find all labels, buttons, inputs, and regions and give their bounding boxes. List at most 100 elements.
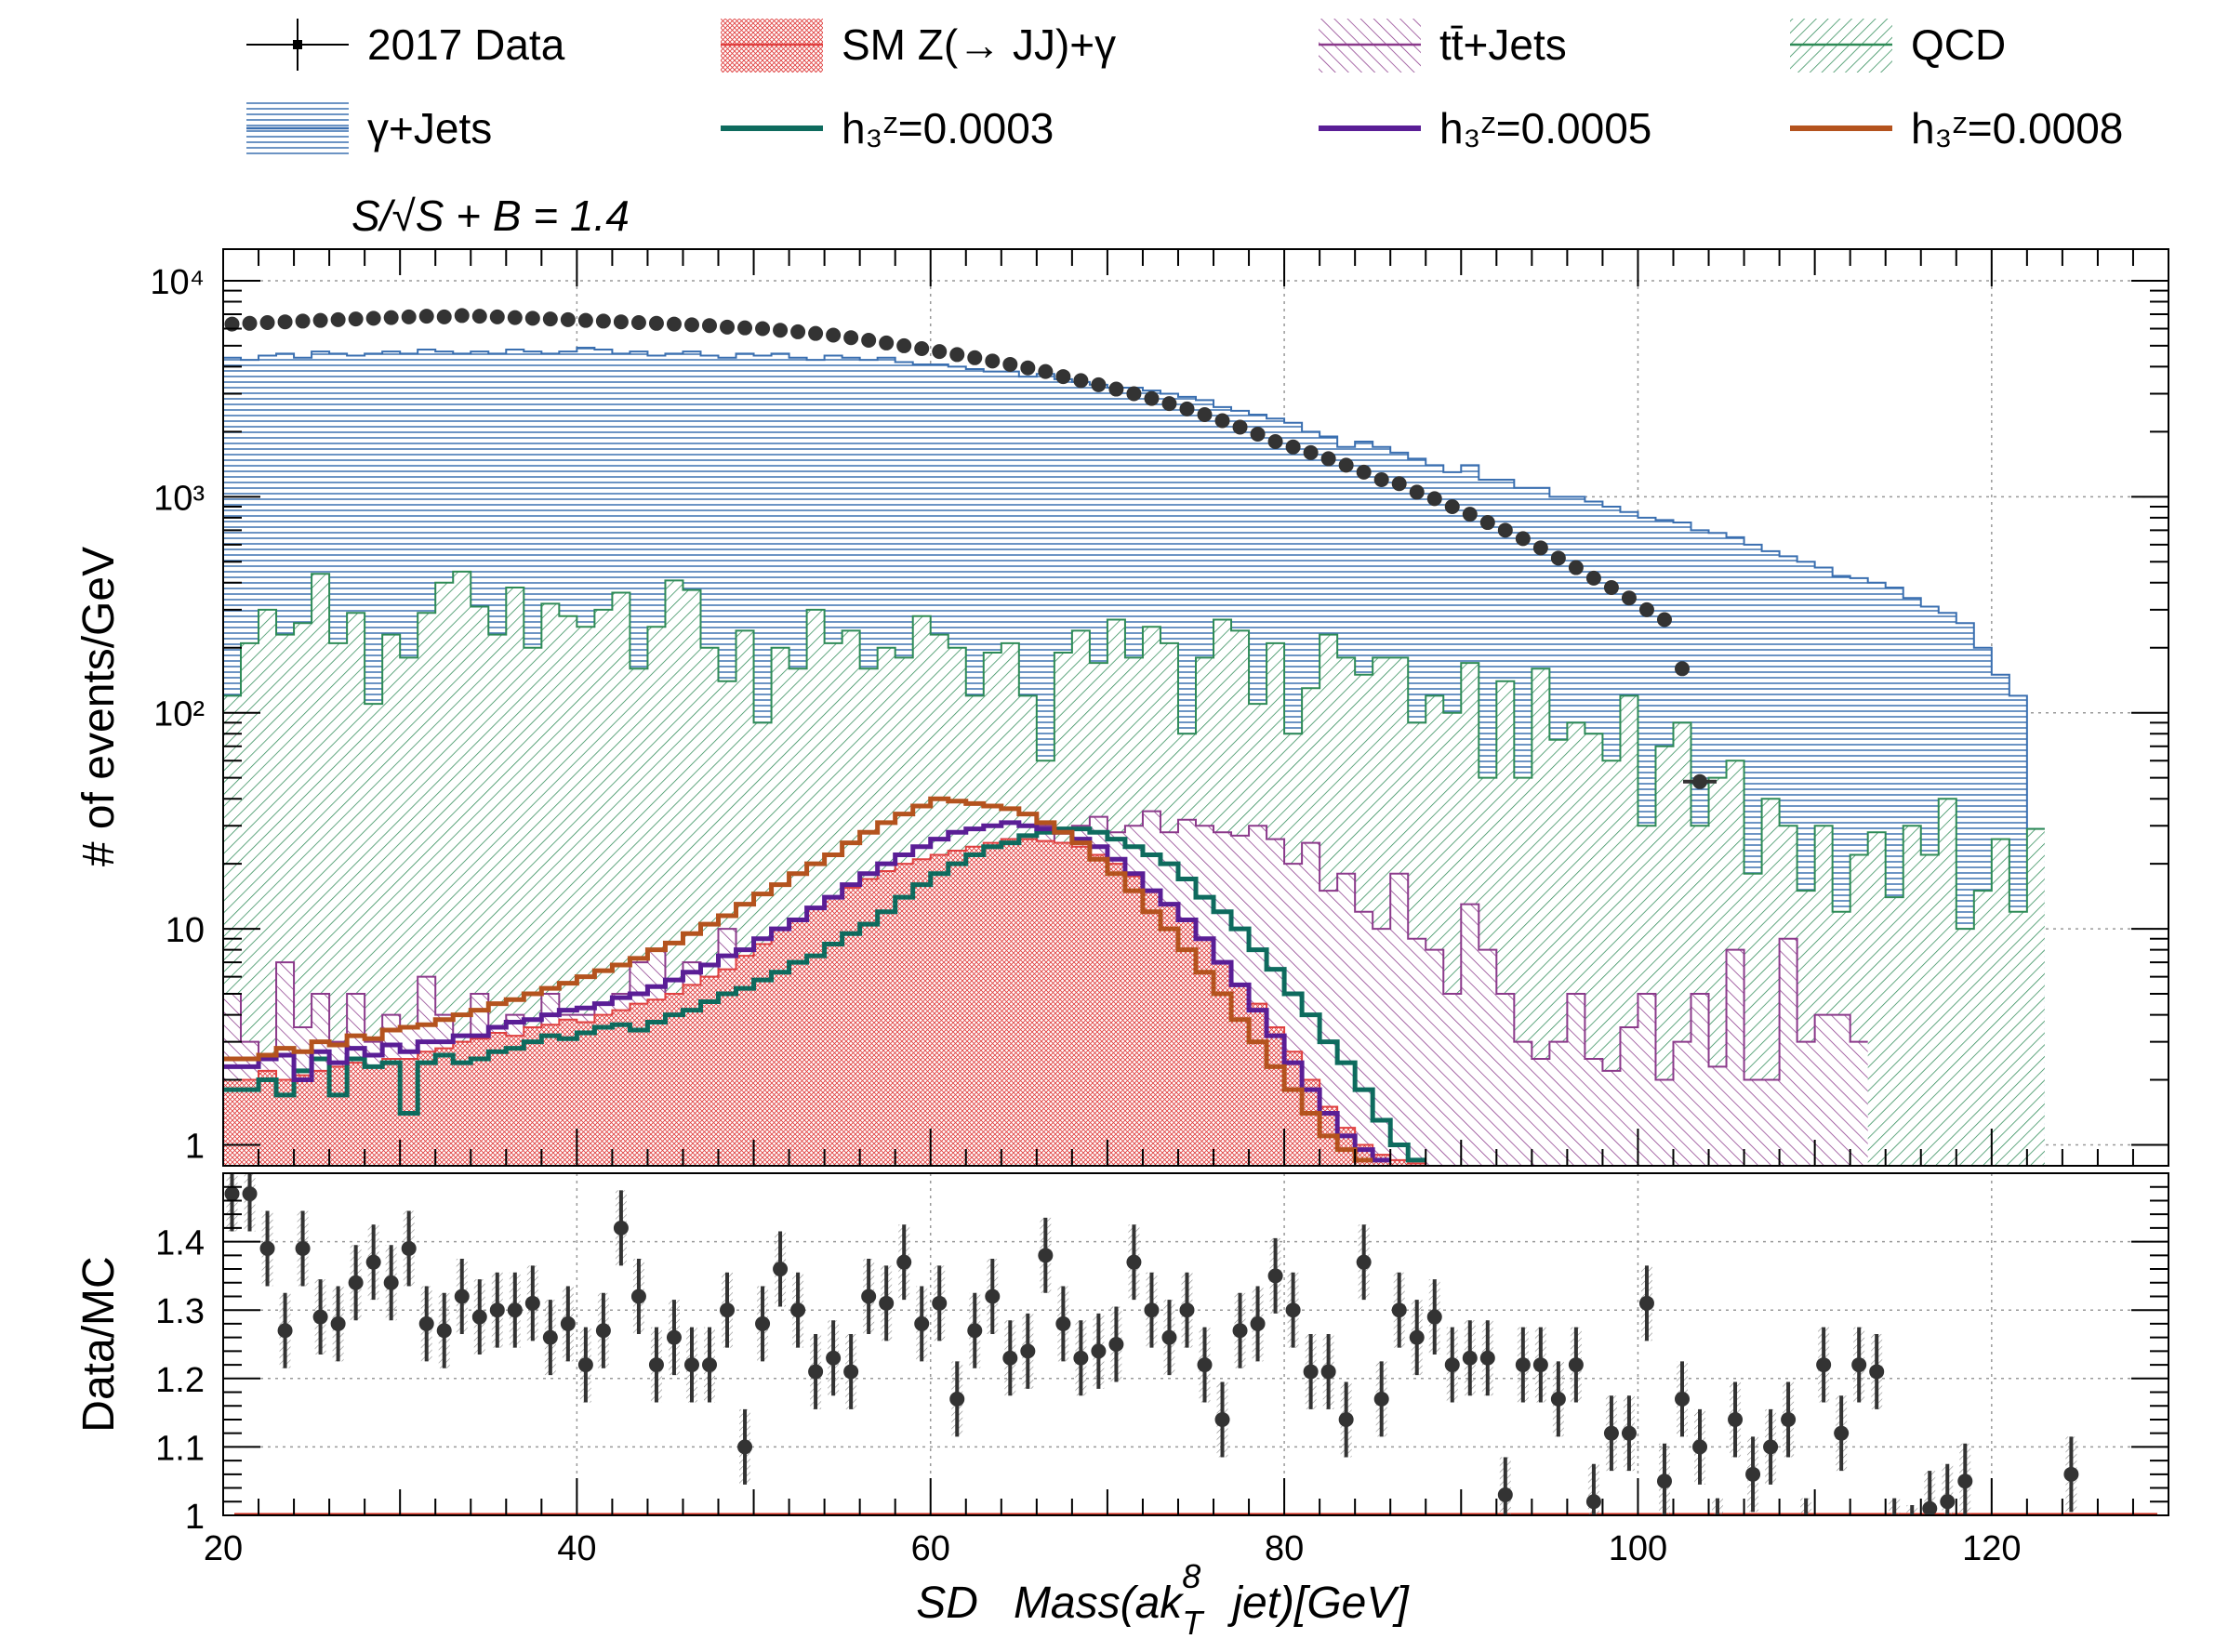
data-point — [242, 315, 258, 331]
data-point — [436, 309, 452, 324]
significance-annotation: S/√S + B = 1.4 — [351, 192, 630, 240]
ratio-marker — [1763, 1439, 1779, 1455]
data-point — [1603, 579, 1619, 595]
data-point — [330, 311, 346, 327]
ratio-point — [1038, 1217, 1054, 1293]
data-point — [1356, 464, 1372, 480]
ratio-marker — [383, 1275, 399, 1290]
ratio-marker — [861, 1289, 877, 1304]
legend-label: SM Z(→ JJ)+γ — [842, 20, 1116, 69]
ratio-y-tick-label: 1.2 — [155, 1361, 205, 1400]
ratio-point — [1834, 1395, 1850, 1472]
ratio-point — [1763, 1408, 1779, 1485]
ratio-point — [720, 1272, 736, 1348]
x-axis-title: SD Mass(akT8jet)[GeV] — [916, 1557, 1410, 1642]
data-point — [1585, 570, 1601, 586]
x-tick-label: 40 — [557, 1529, 596, 1568]
legend-marker-dot — [293, 40, 302, 49]
ratio-marker — [1869, 1364, 1885, 1380]
ratio-point — [808, 1333, 824, 1409]
x-tick-label: 20 — [204, 1529, 243, 1568]
data-point — [879, 335, 895, 350]
ratio-point — [1073, 1320, 1089, 1396]
ratio-marker — [1692, 1439, 1708, 1455]
ratio-marker — [2063, 1466, 2079, 1482]
ratio-marker — [843, 1364, 859, 1380]
ratio-marker — [1497, 1487, 1513, 1502]
data-point — [1144, 390, 1160, 406]
data-point — [1161, 396, 1177, 412]
ratio-marker — [1409, 1329, 1425, 1345]
data-point — [1462, 507, 1478, 522]
data-point — [1515, 531, 1531, 547]
data-point — [1038, 363, 1054, 379]
main-y-axis-title: # of events/GeV — [74, 547, 124, 866]
ratio-point — [489, 1272, 505, 1348]
ratio-marker — [1356, 1254, 1372, 1270]
data-point — [542, 311, 558, 327]
ratio-marker — [1922, 1500, 1938, 1515]
ratio-marker — [595, 1323, 611, 1339]
ratio-point — [471, 1279, 487, 1355]
ratio-point — [1426, 1279, 1442, 1355]
legend-label: QCD — [1911, 20, 2006, 69]
data-point — [1091, 377, 1107, 392]
ratio-marker — [560, 1315, 576, 1331]
ratio-point — [259, 1210, 275, 1287]
ratio-y-tick-label: 1.4 — [155, 1224, 205, 1263]
ratio-marker — [224, 1186, 240, 1202]
signal-line — [223, 820, 1391, 1163]
ratio-marker — [242, 1186, 258, 1202]
ratio-point — [454, 1259, 470, 1334]
data-point — [595, 313, 611, 329]
ratio-point — [985, 1259, 1001, 1334]
ratio-point — [1267, 1237, 1283, 1314]
ratio-marker — [1303, 1364, 1319, 1380]
main-frame — [222, 248, 2169, 1167]
ratio-marker — [1285, 1302, 1301, 1318]
ratio-point — [277, 1292, 293, 1368]
ratio-point — [1373, 1361, 1389, 1437]
ratio-point — [861, 1259, 877, 1334]
data-point — [1320, 451, 1336, 467]
ratio-point — [1303, 1333, 1319, 1409]
legend-label: h₃ᶻ=0.0008 — [1911, 104, 2123, 152]
data-point — [666, 316, 682, 332]
ratio-marker — [312, 1309, 328, 1325]
y-tick-label: 10³ — [153, 479, 205, 518]
ratio-marker — [1055, 1315, 1071, 1331]
x-tick-label: 120 — [1962, 1529, 2021, 1568]
main-y-axis-ticks: 10 10² 10³ 10⁴ 1 — [150, 263, 2168, 1166]
ratio-point — [365, 1224, 381, 1301]
data-point — [896, 337, 912, 353]
legend-entry: h₃ᶻ=0.0008 — [1790, 104, 2123, 152]
data-point — [1285, 439, 1301, 455]
ratio-marker — [720, 1302, 736, 1318]
ratio-point — [1656, 1443, 1672, 1515]
data-point — [702, 318, 717, 334]
ratio-marker — [542, 1329, 558, 1345]
ratio-point — [790, 1272, 806, 1348]
ratio-marker — [1621, 1425, 1637, 1441]
ratio-point — [1745, 1436, 1761, 1513]
x-axis-ticks: 20 40 60 80 100 120 — [204, 249, 2169, 1568]
data-point — [755, 321, 771, 337]
ratio-marker — [1444, 1357, 1460, 1373]
ratio-marker — [613, 1220, 629, 1236]
ratio-marker — [1851, 1357, 1867, 1373]
ratio-marker — [932, 1295, 948, 1311]
legend-label: 2017 Data — [367, 20, 565, 69]
data-point — [737, 320, 753, 336]
ratio-point — [1020, 1313, 1036, 1389]
data-point — [577, 312, 593, 328]
data-point — [348, 311, 364, 327]
data-point — [1232, 419, 1248, 435]
ratio-marker — [1638, 1295, 1654, 1311]
data-point — [524, 311, 540, 326]
ratio-point — [914, 1286, 930, 1362]
ratio-y-tick-label: 1 — [185, 1498, 205, 1537]
ratio-point — [773, 1231, 789, 1307]
ratio-marker — [1426, 1309, 1442, 1325]
data-point — [683, 317, 699, 333]
